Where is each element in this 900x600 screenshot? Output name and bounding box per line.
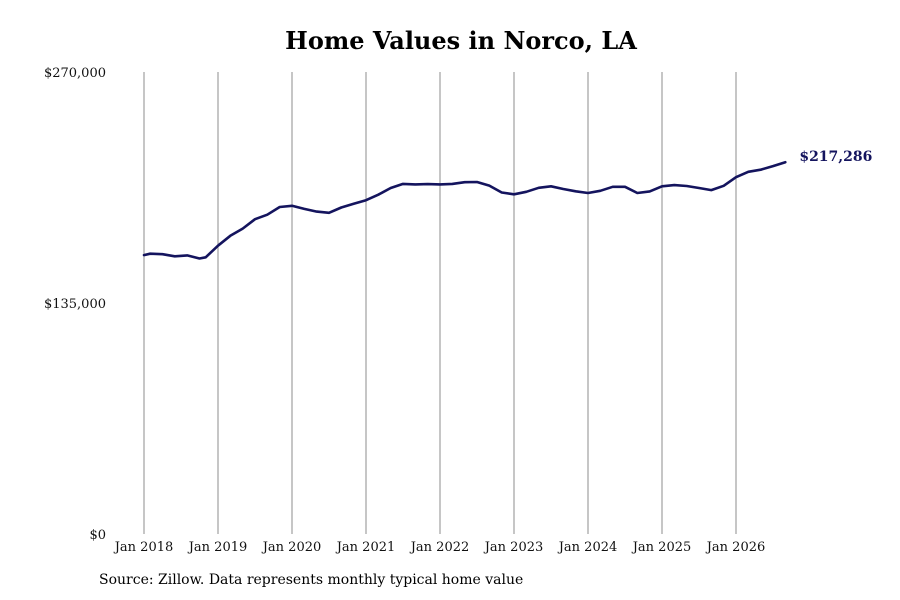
x-tick-label: Jan 2019 — [187, 540, 248, 555]
vertical-gridlines — [143, 72, 737, 534]
x-tick-label: Jan 2023 — [483, 540, 544, 555]
y-tick-label: $270,000 — [44, 66, 106, 81]
series-lines — [142, 160, 787, 260]
source-note: Source: Zillow. Data represents monthly … — [99, 572, 524, 588]
series-line — [142, 160, 787, 260]
end-value-label: $217,286 — [799, 149, 872, 165]
x-tick-label: Jan 2020 — [261, 540, 322, 555]
x-tick-label: Jan 2022 — [409, 540, 470, 555]
x-tick-label: Jan 2018 — [113, 540, 174, 555]
x-tick-label: Jan 2025 — [631, 540, 692, 555]
x-axis-tick-labels: Jan 2018 Jan 2019 Jan 2020 Jan 2021 Jan 2022… — [113, 540, 766, 555]
y-axis-tick-labels: $0 $135,000 $270,000 — [44, 66, 106, 543]
x-tick-label: Jan 2021 — [335, 540, 396, 555]
y-tick-label: $135,000 — [44, 297, 106, 312]
x-tick-label: Jan 2024 — [557, 540, 618, 555]
x-tick-label: Jan 2026 — [705, 540, 766, 555]
y-tick-label: $0 — [89, 528, 106, 543]
chart-title: Home Values in Norco, LA — [285, 26, 637, 55]
